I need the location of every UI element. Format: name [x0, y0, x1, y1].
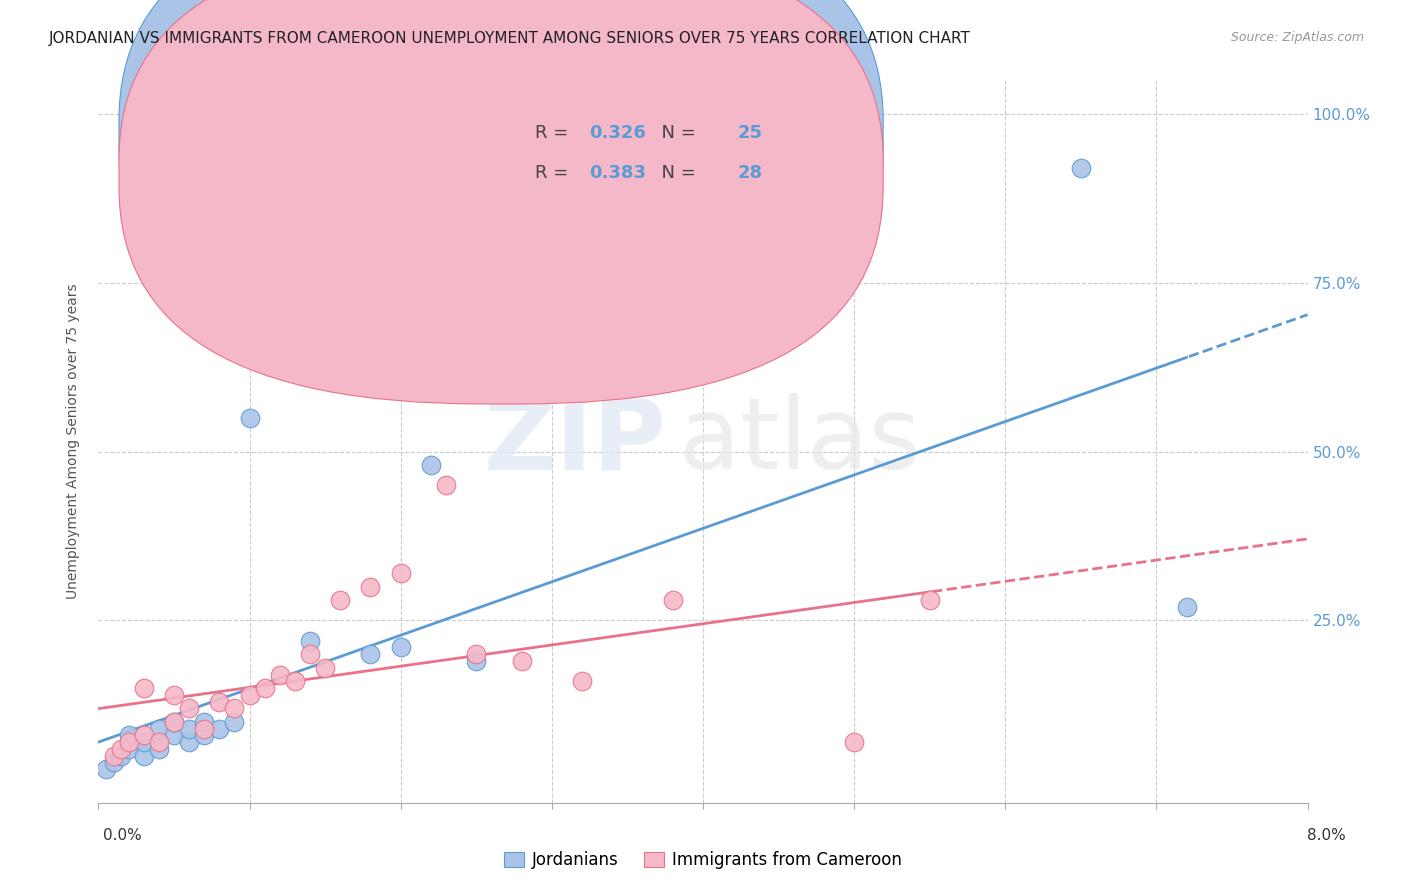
Text: N =: N = — [650, 164, 702, 182]
Point — [103, 756, 125, 770]
Text: N =: N = — [650, 124, 702, 142]
Point — [163, 728, 186, 742]
Point — [389, 566, 412, 581]
Point — [465, 647, 488, 661]
Point — [103, 748, 125, 763]
Point — [208, 722, 231, 736]
Text: R =: R = — [534, 124, 574, 142]
Point — [132, 748, 155, 763]
Point — [132, 728, 155, 742]
Point — [110, 748, 132, 763]
Text: 0.0%: 0.0% — [103, 828, 142, 843]
Point — [918, 593, 941, 607]
Text: JORDANIAN VS IMMIGRANTS FROM CAMEROON UNEMPLOYMENT AMONG SENIORS OVER 75 YEARS C: JORDANIAN VS IMMIGRANTS FROM CAMEROON UN… — [49, 31, 972, 46]
Point — [465, 654, 488, 668]
Point — [148, 735, 170, 749]
Point — [193, 728, 215, 742]
Point — [94, 762, 117, 776]
FancyBboxPatch shape — [120, 0, 883, 404]
Y-axis label: Unemployment Among Seniors over 75 years: Unemployment Among Seniors over 75 years — [66, 284, 80, 599]
Point — [299, 633, 322, 648]
Point — [110, 741, 132, 756]
Point — [208, 694, 231, 708]
Point — [1070, 161, 1092, 175]
Point — [148, 722, 170, 736]
Point — [132, 681, 155, 695]
Point — [314, 661, 336, 675]
Point — [510, 654, 533, 668]
Point — [329, 593, 352, 607]
Point — [193, 714, 215, 729]
Point — [132, 735, 155, 749]
Point — [299, 647, 322, 661]
Point — [163, 688, 186, 702]
Point — [163, 714, 186, 729]
Text: ZIP: ZIP — [484, 393, 666, 490]
Point — [163, 714, 186, 729]
Point — [224, 714, 246, 729]
Point — [239, 411, 262, 425]
Text: 0.383: 0.383 — [589, 164, 647, 182]
Point — [844, 735, 866, 749]
Point — [179, 735, 201, 749]
Point — [148, 741, 170, 756]
Point — [118, 728, 141, 742]
Point — [571, 674, 593, 689]
Text: 8.0%: 8.0% — [1306, 828, 1346, 843]
Point — [239, 688, 262, 702]
Point — [179, 722, 201, 736]
FancyBboxPatch shape — [120, 0, 883, 364]
Text: R =: R = — [534, 164, 574, 182]
Point — [360, 647, 382, 661]
Legend: Jordanians, Immigrants from Cameroon: Jordanians, Immigrants from Cameroon — [499, 846, 907, 874]
Text: 25: 25 — [738, 124, 763, 142]
FancyBboxPatch shape — [467, 112, 793, 200]
Point — [269, 667, 291, 681]
Point — [389, 640, 412, 655]
Point — [434, 478, 457, 492]
Point — [1175, 599, 1198, 614]
Point — [284, 674, 307, 689]
Text: 0.326: 0.326 — [589, 124, 647, 142]
Point — [118, 735, 141, 749]
Point — [179, 701, 201, 715]
Point — [661, 593, 683, 607]
Point — [420, 458, 443, 472]
Point — [193, 722, 215, 736]
Text: Source: ZipAtlas.com: Source: ZipAtlas.com — [1230, 31, 1364, 45]
Text: atlas: atlas — [679, 393, 921, 490]
Point — [253, 681, 276, 695]
Point — [224, 701, 246, 715]
Point — [118, 741, 141, 756]
Text: 28: 28 — [738, 164, 763, 182]
Point — [360, 580, 382, 594]
